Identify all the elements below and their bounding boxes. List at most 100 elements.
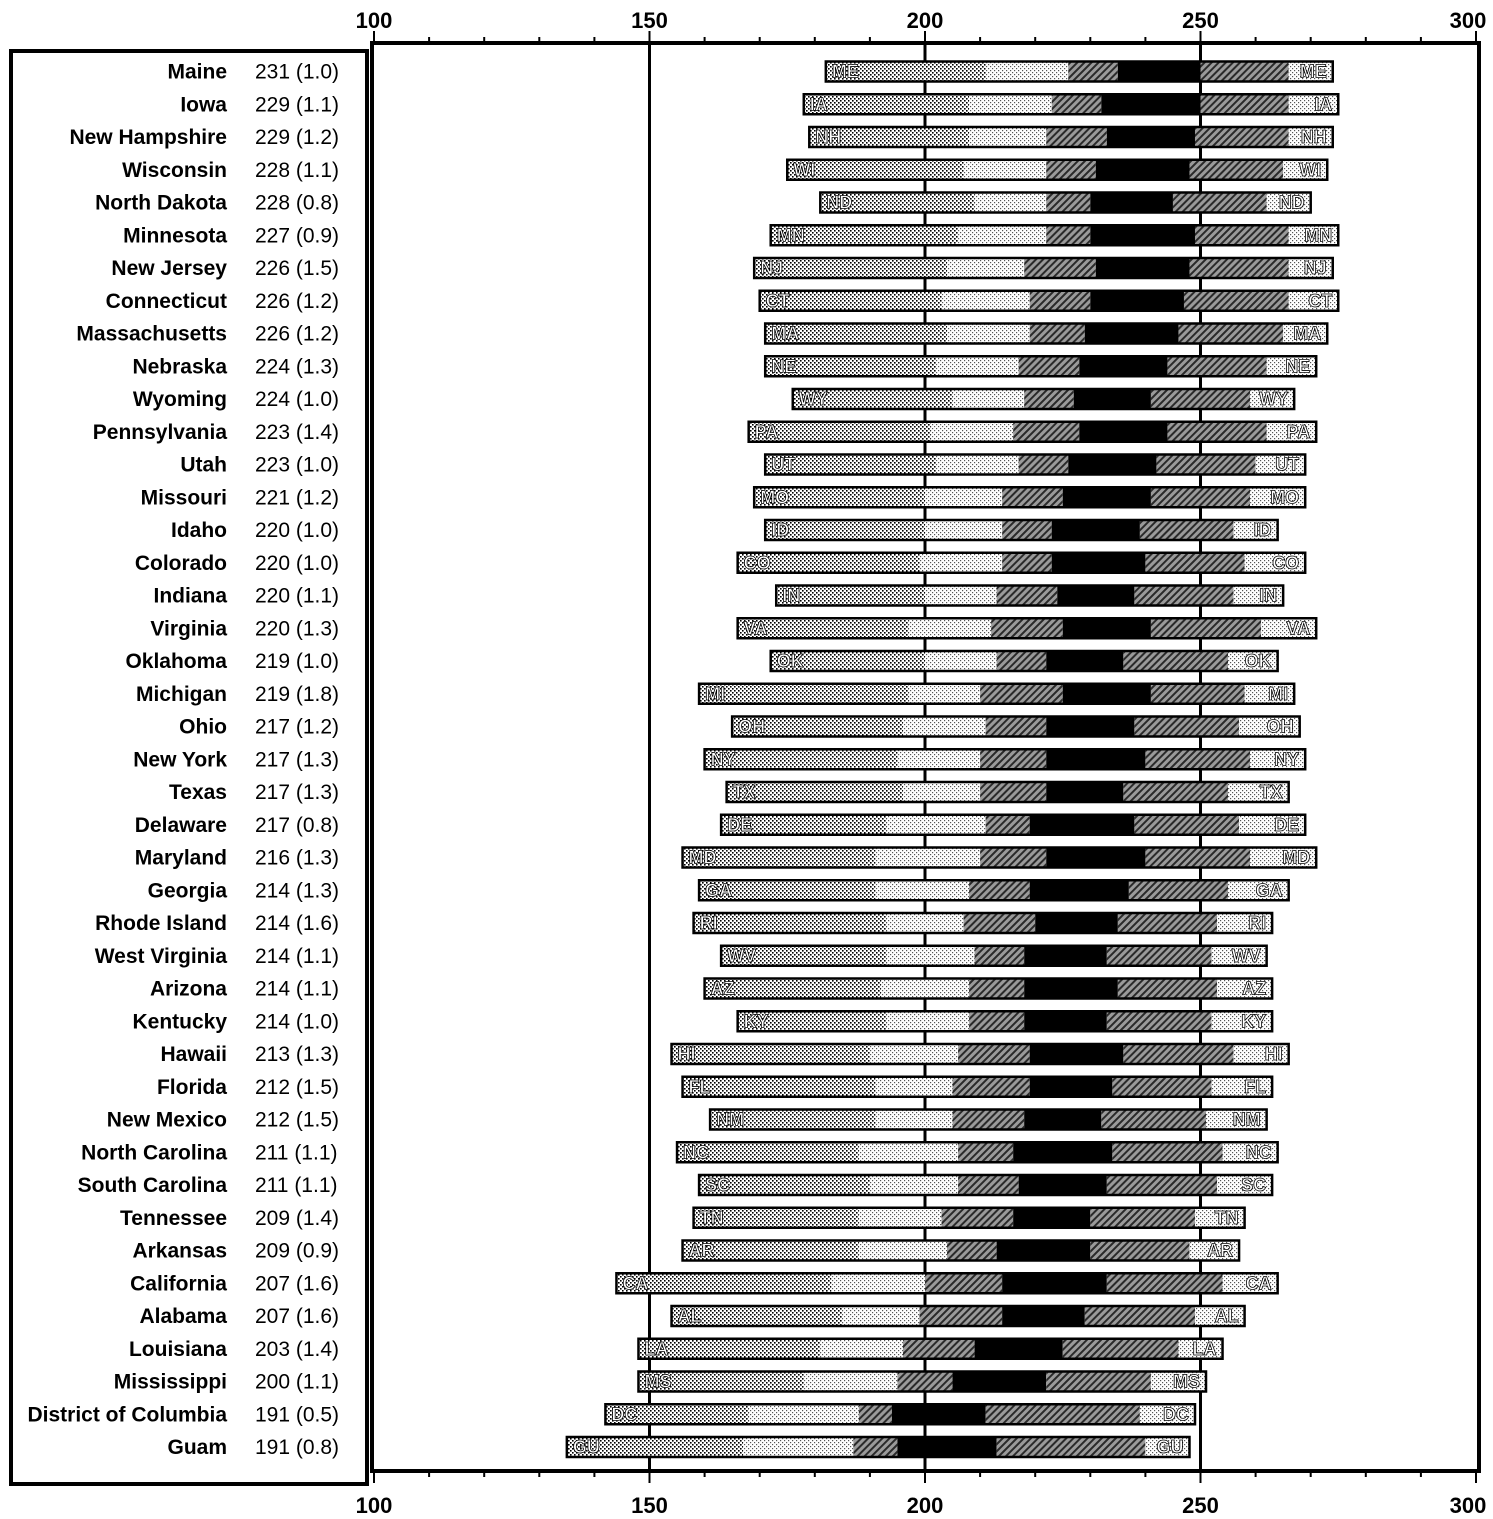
bar-segment-in-1	[776, 585, 821, 606]
state-name-ar: Arkansas	[132, 1240, 227, 1263]
bar-segment-ca-3	[831, 1273, 925, 1294]
abbr-left-nm: NM	[716, 1110, 744, 1130]
bar-segment-nc-5	[1013, 1142, 1113, 1163]
abbr-right-pa: PA	[1287, 422, 1311, 442]
bar-outline-in	[774, 584, 1285, 607]
state-name-co: Colorado	[135, 552, 227, 575]
bar-tn: TN TN	[692, 1206, 1246, 1229]
state-score-mo: 221 (1.2)	[255, 486, 339, 509]
bar-segment-co-2	[781, 552, 920, 573]
bar-segment-nc-3	[858, 1142, 959, 1163]
bar-ms: MS MS	[637, 1370, 1208, 1393]
bar-fl: FL FL	[681, 1075, 1274, 1098]
bar-segment-oh-2	[776, 716, 903, 737]
abbr-right-ok: OK	[1245, 651, 1272, 671]
bar-segment-wv-2	[765, 945, 887, 966]
state-name-ri: Rhode Island	[95, 912, 227, 935]
bar-segment-oh-6	[1134, 716, 1240, 737]
bar-segment-ms-4	[897, 1371, 953, 1392]
bar-segment-gu-1	[566, 1437, 611, 1457]
bar-segment-la-1	[638, 1338, 683, 1359]
bar-outline-nc	[675, 1141, 1279, 1164]
bar-segment-wy-7	[1250, 389, 1295, 409]
abbr-right-va: VA	[1287, 618, 1311, 638]
bar-segment-tn-3	[858, 1207, 942, 1228]
bar-outline-ar	[681, 1239, 1241, 1262]
bar-segment-tx-7	[1228, 782, 1289, 802]
bar-segment-ri-4	[963, 913, 1036, 933]
abbr-right-wy: WY	[1259, 389, 1288, 409]
bar-segment-nd-6	[1172, 192, 1267, 213]
bar-sc: SC SC	[697, 1173, 1274, 1197]
state-name-la: Louisiana	[129, 1338, 227, 1361]
bar-segment-wv-3	[886, 945, 975, 966]
bar-segment-mi-1	[699, 683, 744, 704]
abbr-right-al: AL	[1215, 1306, 1239, 1326]
bar-segment-ms-3	[803, 1371, 898, 1392]
bar-segment-ct-1	[759, 290, 804, 311]
bar-segment-sc-6	[1106, 1175, 1218, 1195]
tick-label-bottom-300: 300	[1450, 1493, 1487, 1518]
bar-md: MD MD	[681, 846, 1318, 869]
bar-segment-ut-7	[1255, 454, 1306, 475]
bar-segment-pa-7	[1266, 421, 1317, 442]
bar-segment-va-7	[1261, 618, 1317, 639]
bar-segment-ny-2	[748, 749, 898, 770]
state-score-nm: 212 (1.5)	[255, 1109, 339, 1132]
bar-segment-ma-5	[1084, 323, 1179, 344]
bar-outline-wy	[791, 387, 1296, 411]
bar-segment-pa-3	[930, 421, 1014, 442]
bar-segment-hi-4	[958, 1044, 1030, 1064]
bar-de: DE DE	[719, 813, 1307, 836]
abbr-left-ut: UT	[771, 455, 795, 475]
bar-segment-wi-5	[1095, 159, 1190, 180]
abbr-left-ca: CA	[622, 1273, 648, 1293]
abbr-left-nh: NH	[815, 127, 841, 147]
bar-segment-ky-2	[781, 1011, 887, 1032]
state-name-va: Virginia	[150, 617, 227, 640]
state-name-ia: Iowa	[180, 93, 227, 116]
bar-segment-ct-5	[1090, 290, 1184, 311]
bar-segment-mn-4	[1046, 225, 1091, 246]
bar-segment-ia-1	[803, 94, 848, 115]
bar-segment-ny-3	[897, 749, 981, 770]
bar-segment-nm-5	[1024, 1109, 1102, 1130]
state-name-ne: Nebraska	[132, 355, 227, 378]
bar-segment-tx-5	[1046, 782, 1124, 802]
bar-segment-ia-4	[1051, 94, 1102, 115]
abbr-right-ma: MA	[1293, 324, 1321, 344]
bar-segment-id-5	[1051, 520, 1140, 540]
tick-label-bottom-150: 150	[631, 1493, 668, 1518]
state-score-nd: 228 (0.8)	[255, 192, 339, 215]
tick-label-top-150: 150	[631, 8, 668, 33]
bar-segment-fl-6	[1112, 1076, 1212, 1097]
bar-segment-ny-1	[704, 749, 749, 770]
abbr-left-ne: NE	[771, 356, 796, 376]
state-name-az: Arizona	[150, 978, 227, 1001]
state-name-al: Alabama	[139, 1305, 227, 1328]
bar-segment-gu-5	[897, 1437, 997, 1457]
bar-segment-de-5	[1029, 814, 1135, 835]
bar-segment-md-2	[726, 847, 876, 868]
abbr-right-tn: TN	[1215, 1208, 1239, 1228]
state-score-ca: 207 (1.6)	[255, 1272, 339, 1295]
state-score-wv: 214 (1.1)	[255, 945, 339, 968]
bar-ky: KY KY	[736, 1010, 1274, 1033]
bar-segment-ky-4	[969, 1011, 1025, 1032]
bar-outline-id	[763, 518, 1279, 542]
bar-segment-wy-6	[1150, 389, 1251, 409]
abbr-left-mn: MN	[777, 225, 805, 245]
bar-segment-nh-4	[1046, 127, 1107, 147]
bar-segment-co-5	[1051, 552, 1146, 573]
bar-segment-hi-7	[1233, 1044, 1289, 1064]
tick-label-top-300: 300	[1450, 8, 1487, 33]
bar-ri: RI RI	[692, 911, 1274, 935]
state-score-in: 220 (1.1)	[255, 585, 339, 608]
bar-segment-nj-4	[1024, 258, 1096, 278]
bar-segment-al-2	[715, 1306, 843, 1326]
state-score-ny: 217 (1.3)	[255, 748, 339, 771]
state-name-gu: Guam	[167, 1436, 227, 1459]
state-score-ar: 209 (0.9)	[255, 1240, 339, 1263]
bar-nm: NM NM	[708, 1108, 1268, 1131]
abbr-right-ny: NY	[1274, 749, 1299, 769]
